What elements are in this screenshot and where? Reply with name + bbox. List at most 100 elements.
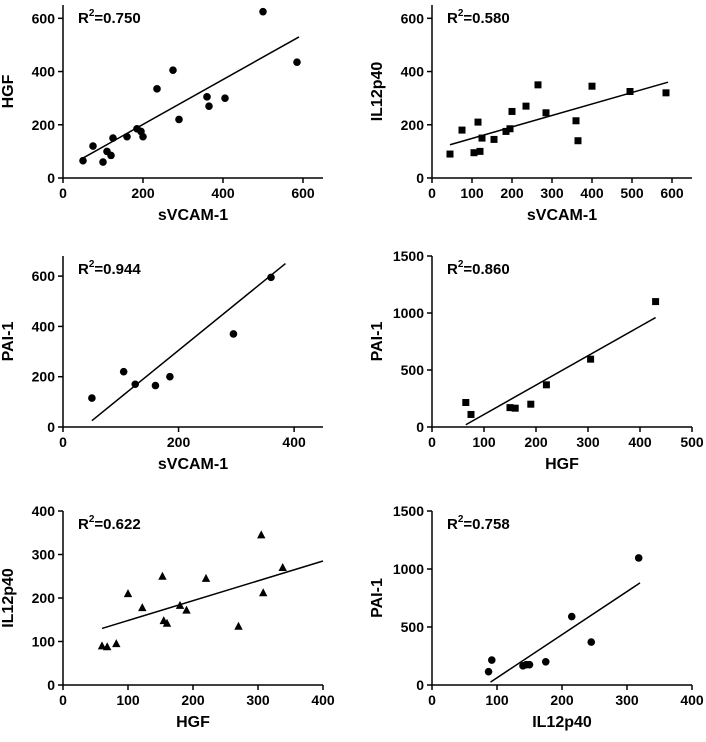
chart-top-left-data-point (175, 115, 183, 124)
chart-bottom-left-r2-annotation: R2=0.622 (78, 514, 141, 533)
chart-top-right-data-point (458, 126, 466, 134)
chart-bottom-right-x-tick-label: 400 (680, 692, 704, 708)
chart-bottom-right-r2-annotation: R2=0.758 (447, 514, 510, 533)
chart-middle-right-y-axis-title: PAI-1 (369, 322, 386, 362)
chart-bottom-left: 0 100 200 300 400 0 100 200 300 400 HGF IL12p40 R2=0… (0, 503, 335, 731)
chart-bottom-left-data-point (257, 530, 266, 539)
chart-bottom-left-data-point (201, 573, 211, 582)
chart-top-left-data-point (109, 134, 117, 142)
chart-top-right-y-tick-label: 200 (401, 117, 425, 133)
chart-top-left-data-point (153, 85, 161, 93)
chart-bottom-left-r2-value: =0.622 (94, 516, 140, 533)
chart-middle-right-x-tick-label: 300 (576, 434, 600, 450)
chart-bottom-left-data-point (112, 639, 121, 648)
chart-bottom-left-data-point (97, 641, 107, 650)
chart-bottom-right-y-axis-title: PAI-1 (369, 578, 386, 618)
chart-middle-right: 0 100 200 300 400 500 0 500 1000 1500 HGF PAI-1 R2=0… (369, 248, 704, 473)
chart-middle-right-y-tick-label: 1000 (393, 305, 424, 321)
chart-top-right-data-point (626, 88, 634, 95)
chart-bottom-left-data-point (103, 642, 112, 651)
chart-bottom-left-data-point (123, 589, 133, 598)
chart-bottom-right-data-point (541, 658, 550, 666)
chart-top-right-data-point (490, 135, 498, 143)
chart-bottom-left-x-tick-label: 200 (181, 692, 205, 708)
chart-top-left-data-point (99, 158, 107, 166)
chart-bottom-left-y-tick-label: 100 (32, 634, 56, 650)
chart-top-left-data-point (107, 151, 115, 160)
chart-middle-left-data-point (151, 381, 160, 390)
chart-bottom-right: 0 100 200 300 400 0 500 1000 1500 IL12p40 PAI-1 R2=… (369, 503, 704, 731)
chart-top-right-data-point (502, 127, 510, 135)
chart-top-left-data-point (293, 58, 301, 67)
chart-top-right-data-point (470, 149, 478, 157)
chart-middle-right-data-point (652, 298, 660, 306)
chart-middle-left: 0 200 400 0 200 400 600 sVCAM-1 PAI-1 R2=0.944 (0, 256, 323, 473)
chart-middle-right-r2-value: =0.860 (463, 261, 509, 278)
chart-bottom-right-data-point (567, 612, 576, 621)
chart-bottom-right-y-tick-label: 500 (401, 619, 425, 635)
chart-top-right-data-point (542, 109, 550, 117)
chart-top-right-data-point (534, 81, 542, 89)
chart-bottom-left-y-tick-label: 300 (32, 547, 56, 563)
chart-middle-left-x-tick-label: 200 (167, 434, 191, 450)
chart-middle-left-x-axis-title: sVCAM-1 (158, 456, 228, 473)
chart-top-left-data-point (123, 132, 131, 141)
chart-middle-left-r2-value: =0.944 (94, 261, 141, 278)
chart-top-left-x-tick-label: 600 (291, 185, 315, 201)
chart-middle-left-data-point (131, 380, 140, 389)
chart-top-right-data-point (572, 117, 580, 125)
chart-bottom-right-r2-symbol: R (447, 516, 458, 533)
chart-middle-right-regression-line (465, 316, 656, 426)
chart-middle-right-y-tick-label: 1500 (393, 248, 424, 264)
chart-top-right-data-point (588, 82, 596, 90)
chart-top-right-data-point (474, 118, 482, 126)
chart-middle-left-y-tick-label: 400 (32, 318, 56, 334)
chart-bottom-left-y-tick-label: 0 (47, 677, 55, 693)
chart-bottom-right-data-point (634, 554, 643, 562)
chart-middle-right-data-point (462, 398, 470, 406)
chart-bottom-right-data-point (488, 656, 496, 664)
chart-top-left-r2-annotation: R2=0.750 (78, 8, 141, 27)
chart-middle-right-x-tick-label: 200 (524, 434, 548, 450)
chart-middle-left-data-point (88, 394, 96, 402)
chart-middle-right-x-tick-label: 500 (680, 434, 704, 450)
chart-top-right-y-tick-label: 400 (401, 64, 425, 80)
chart-bottom-left-y-tick-label: 400 (32, 503, 56, 519)
chart-middle-right-data-point (511, 404, 519, 412)
chart-top-left-x-axis-title: sVCAM-1 (158, 207, 228, 224)
chart-top-right-x-axis-title: sVCAM-1 (527, 207, 597, 224)
chart-bottom-left-data-point (278, 563, 287, 572)
chart-bottom-right-x-tick-label: 0 (428, 692, 436, 708)
chart-middle-right-r2-annotation: R2=0.860 (447, 259, 510, 278)
chart-top-right-data-point (478, 134, 486, 142)
chart-bottom-left-data-point (175, 600, 185, 609)
chart-bottom-left-y-axis-title: IL12p40 (0, 568, 17, 628)
chart-middle-left-x-tick-label: 0 (59, 434, 67, 450)
chart-top-left-r2-value: =0.750 (94, 10, 140, 27)
chart-middle-left-data-point (267, 273, 275, 282)
chart-top-left-y-tick-label: 600 (32, 10, 56, 26)
chart-top-right-data-point (662, 89, 670, 97)
chart-top-left-r2-superscript: 2 (89, 8, 95, 19)
chart-bottom-left-x-tick-label: 100 (116, 692, 140, 708)
chart-top-left-x-tick-label: 0 (59, 185, 67, 201)
chart-top-left-y-tick-label: 200 (32, 117, 56, 133)
chart-bottom-left-data-point (138, 603, 147, 612)
chart-top-right-data-point (574, 137, 582, 145)
chart-top-right-r2-annotation: R2=0.580 (447, 8, 510, 27)
chart-top-right-data-point (522, 102, 530, 110)
chart-bottom-right-data-point (587, 638, 596, 646)
chart-top-left-r2-symbol: R (78, 10, 89, 27)
chart-top-right-x-tick-label: 400 (580, 185, 604, 201)
chart-bottom-left-x-tick-label: 400 (311, 692, 335, 708)
chart-top-right-x-tick-label: 200 (500, 185, 524, 201)
chart-top-left-data-point (205, 102, 213, 110)
chart-bottom-left-data-point (234, 621, 243, 630)
chart-middle-left-x-tick-label: 400 (282, 434, 306, 450)
chart-top-right-r2-symbol: R (447, 10, 458, 27)
chart-top-left-data-point (221, 94, 229, 102)
chart-bottom-left-data-point (259, 588, 268, 597)
chart-bottom-left-x-axis-title: HGF (176, 714, 210, 731)
chart-top-right-data-point (506, 125, 514, 133)
